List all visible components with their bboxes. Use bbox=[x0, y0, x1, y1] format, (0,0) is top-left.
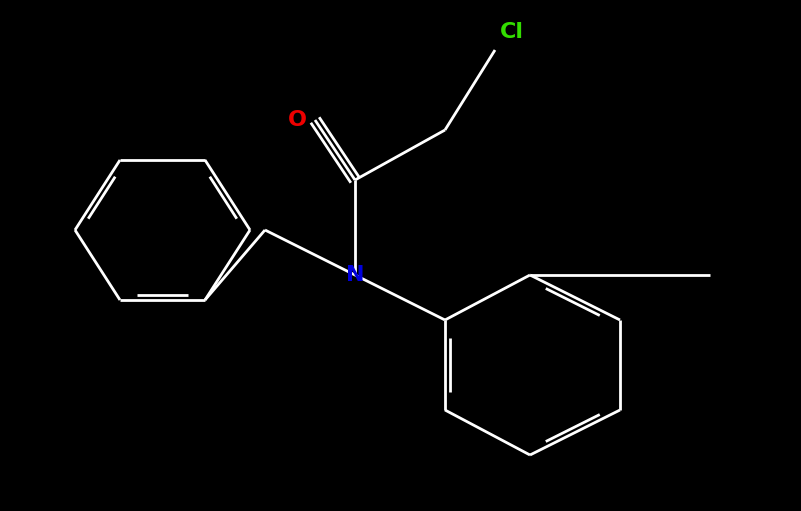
Text: Cl: Cl bbox=[500, 22, 524, 42]
Text: O: O bbox=[288, 110, 307, 130]
Text: N: N bbox=[346, 265, 364, 285]
